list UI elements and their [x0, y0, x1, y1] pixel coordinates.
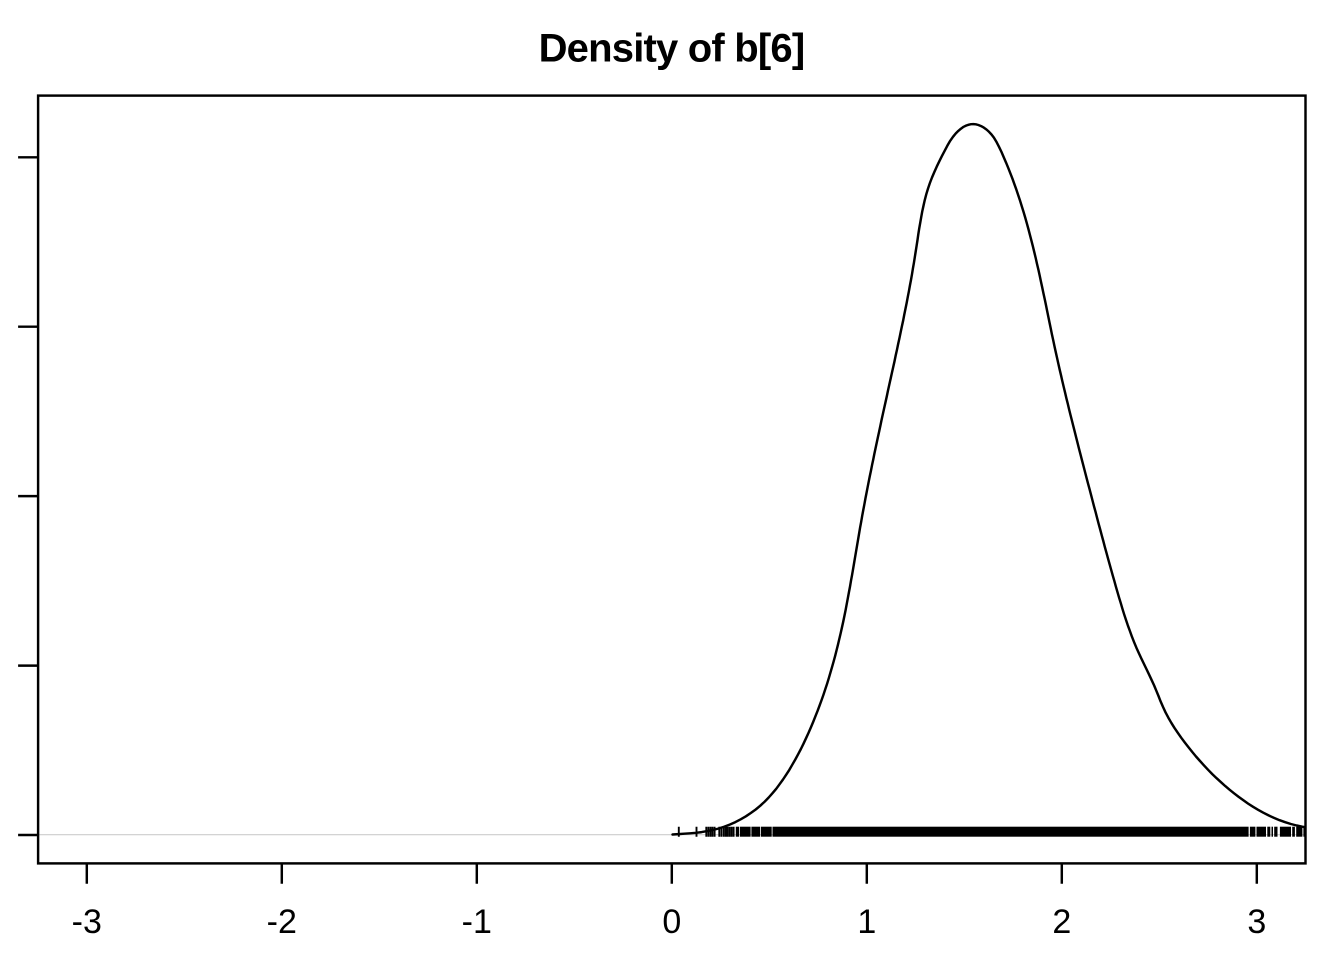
svg-text:-2: -2 [267, 903, 297, 941]
svg-text:1: 1 [857, 903, 876, 941]
svg-text:-3: -3 [72, 903, 102, 941]
svg-text:0: 0 [662, 903, 681, 941]
svg-text:2: 2 [1052, 903, 1071, 941]
svg-text:Density of b[6]: Density of b[6] [539, 27, 805, 71]
svg-text:-1: -1 [462, 903, 492, 941]
svg-text:3: 3 [1247, 903, 1266, 941]
